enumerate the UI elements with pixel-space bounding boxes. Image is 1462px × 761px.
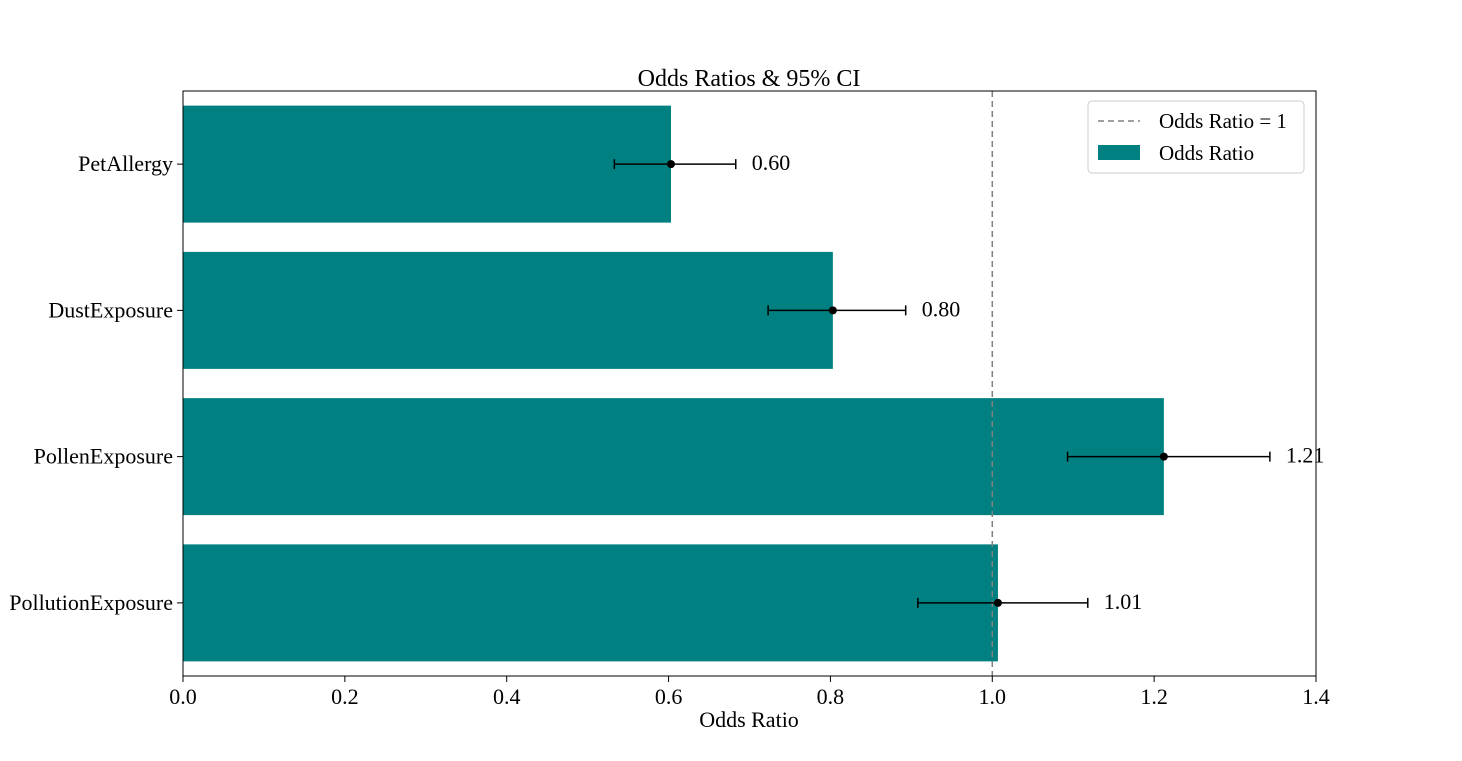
bar — [183, 544, 998, 662]
x-tick-label: 0.4 — [493, 684, 521, 709]
x-axis-label: Odds Ratio — [699, 707, 799, 732]
legend-box — [1087, 100, 1305, 174]
point-marker — [993, 598, 1002, 607]
point-marker — [828, 306, 837, 315]
bar — [183, 105, 671, 223]
x-tick-label: 0.6 — [655, 684, 683, 709]
bar — [183, 398, 1164, 516]
value-label: 0.60 — [752, 150, 791, 175]
plot-frame — [182, 90, 1317, 677]
bar — [183, 251, 833, 369]
legend-odds-ratio-label: Odds Ratio — [1159, 141, 1254, 165]
value-label: 0.80 — [922, 296, 961, 321]
x-tick-label: 0.2 — [331, 684, 359, 709]
x-tick-label: 0.0 — [169, 684, 197, 709]
x-tick-label: 1.4 — [1302, 684, 1330, 709]
y-tick-label: DustExposure — [48, 297, 173, 322]
legend: Odds Ratio = 1 Odds Ratio — [1087, 100, 1305, 174]
point-marker — [666, 160, 675, 169]
x-tick-label: 1.0 — [979, 684, 1007, 709]
legend-odds-ratio-swatch — [1098, 145, 1140, 160]
chart-title: Odds Ratios & 95% CI — [638, 66, 861, 92]
point-marker — [1159, 452, 1168, 461]
x-tick-label: 0.8 — [817, 684, 845, 709]
value-label: 1.01 — [1104, 589, 1143, 614]
y-tick-label: PollutionExposure — [9, 590, 173, 615]
x-tick-label: 1.2 — [1140, 684, 1168, 709]
legend-reference-line-label: Odds Ratio = 1 — [1159, 109, 1287, 133]
value-label: 1.21 — [1286, 443, 1325, 468]
plot-area: PetAllergy DustExposure PollenExposure Poll… — [9, 90, 1330, 709]
y-tick-label: PollenExposure — [34, 444, 173, 469]
y-tick-label: PetAllergy — [78, 151, 173, 176]
